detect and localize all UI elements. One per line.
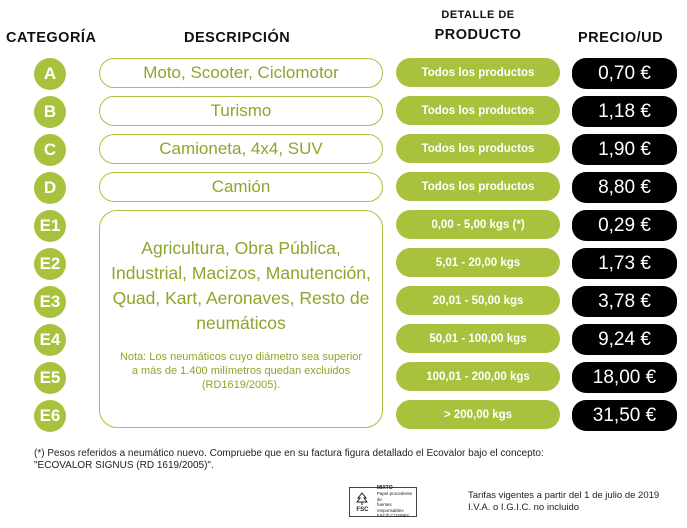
price-a: 0,70 € bbox=[572, 58, 677, 89]
header-price: PRECIO/UD bbox=[578, 30, 664, 46]
fsc-line1: Papel procedente de bbox=[376, 491, 413, 502]
header-description: DESCRIPCIÓN bbox=[184, 30, 291, 46]
detail-a: Todos los productos bbox=[396, 58, 560, 87]
detail-e3: 20,01 - 50,00 kgs bbox=[396, 286, 560, 315]
description-b: Turismo bbox=[99, 96, 383, 126]
price-e5: 18,00 € bbox=[572, 362, 677, 393]
category-badge-c: C bbox=[34, 134, 66, 166]
price-e6: 31,50 € bbox=[572, 400, 677, 431]
detail-e4: 50,01 - 100,00 kgs bbox=[396, 324, 560, 353]
footnote: (*) Pesos referidos a neumático nuevo. C… bbox=[34, 448, 654, 472]
header-detail-line2: PRODUCTO bbox=[434, 27, 522, 43]
description-a: Moto, Scooter, Ciclomotor bbox=[99, 58, 383, 88]
fsc-code: FSC® C104983 bbox=[376, 513, 409, 518]
description-c: Camioneta, 4x4, SUV bbox=[99, 134, 383, 164]
category-badge-a: A bbox=[34, 58, 66, 90]
category-badge-d: D bbox=[34, 172, 66, 204]
detail-d: Todos los productos bbox=[396, 172, 560, 201]
price-e4: 9,24 € bbox=[572, 324, 677, 355]
category-badge-e1: E1 bbox=[34, 210, 66, 242]
price-e1: 0,29 € bbox=[572, 210, 677, 241]
detail-e6: > 200,00 kgs bbox=[396, 400, 560, 429]
fsc-tree-icon bbox=[356, 491, 369, 505]
detail-e5: 100,01 - 200,00 kgs bbox=[396, 362, 560, 391]
header-category: CATEGORÍA bbox=[6, 30, 97, 46]
price-e2: 1,73 € bbox=[572, 248, 677, 279]
fsc-mixto: MIXTO bbox=[376, 484, 393, 491]
validity-line1: Tarifas vigentes a partir del 1 de julio… bbox=[468, 490, 660, 501]
price-d: 8,80 € bbox=[572, 172, 677, 203]
category-badge-e2: E2 bbox=[34, 248, 66, 280]
fsc-logo: FSC bbox=[352, 490, 373, 514]
description-e: Agricultura, Obra Pública, Industrial, M… bbox=[99, 210, 383, 428]
fsc-logo-text: FSC bbox=[356, 506, 369, 513]
fsc-text: MIXTO Papel procedente de fuentes respon… bbox=[376, 484, 414, 519]
footnote-line1: (*) Pesos referidos a neumático nuevo. C… bbox=[34, 448, 544, 459]
category-badge-e6: E6 bbox=[34, 400, 66, 432]
fsc-mark: FSC MIXTO Papel procedente de fuentes re… bbox=[349, 484, 417, 519]
category-badge-b: B bbox=[34, 96, 66, 128]
category-badge-e3: E3 bbox=[34, 286, 66, 318]
header-detail: DETALLE DE PRODUCTO bbox=[405, 10, 551, 43]
detail-c: Todos los productos bbox=[396, 134, 560, 163]
footnote-line2: "ECOVALOR SIGNUS (RD 1619/2005)". bbox=[34, 460, 214, 471]
price-c: 1,90 € bbox=[572, 134, 677, 165]
detail-e2: 5,01 - 20,00 kgs bbox=[396, 248, 560, 277]
description-d: Camión bbox=[99, 172, 383, 202]
price-b: 1,18 € bbox=[572, 96, 677, 127]
validity-note: Tarifas vigentes a partir del 1 de julio… bbox=[468, 490, 680, 514]
description-e-main: Agricultura, Obra Pública, Industrial, M… bbox=[111, 238, 371, 333]
category-badge-e5: E5 bbox=[34, 362, 66, 394]
description-e-note: Nota: Los neumáticos cuyo diámetro sea s… bbox=[119, 351, 363, 391]
validity-line2: I.V.A. o I.G.I.C. no incluido bbox=[468, 502, 580, 513]
fsc-line2: fuentes responsables bbox=[376, 502, 404, 513]
category-badge-e4: E4 bbox=[34, 324, 66, 356]
header-detail-line1: DETALLE DE bbox=[441, 9, 515, 21]
detail-b: Todos los productos bbox=[396, 96, 560, 125]
detail-e1: 0,00 - 5,00 kgs (*) bbox=[396, 210, 560, 239]
price-e3: 3,78 € bbox=[572, 286, 677, 317]
